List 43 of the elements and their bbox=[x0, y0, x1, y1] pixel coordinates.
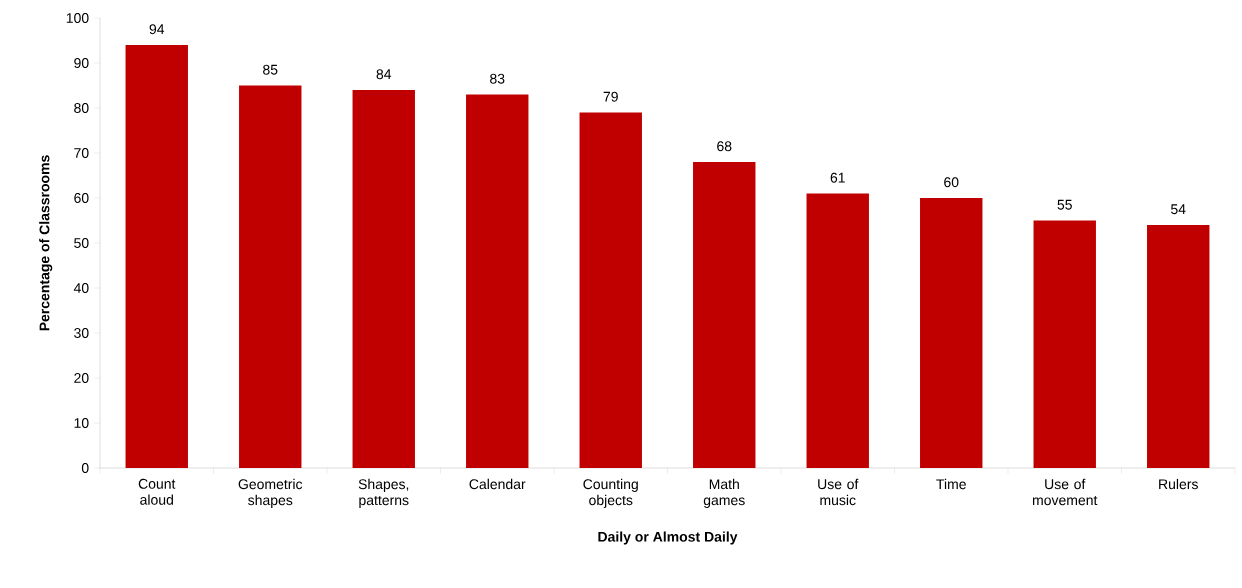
data-label: 54 bbox=[1171, 204, 1186, 215]
y-tick-label: 90 bbox=[74, 58, 89, 68]
data-label: 85 bbox=[263, 64, 278, 75]
y-tick-label: 40 bbox=[73, 283, 89, 293]
y-tick-label: 10 bbox=[74, 418, 89, 428]
data-label: 83 bbox=[490, 73, 505, 84]
bar bbox=[693, 162, 756, 468]
x-tick-label: Count aloud bbox=[138, 478, 176, 505]
x-tick-label: Calendar bbox=[469, 478, 526, 490]
x-axis-title: Daily or Almost Daily bbox=[598, 531, 738, 545]
y-tick-label: 50 bbox=[74, 238, 89, 248]
y-tick-label: 70 bbox=[74, 148, 89, 158]
x-tick-label: Geometric shapes bbox=[238, 478, 303, 508]
x-tick-label: Use of movement bbox=[1032, 478, 1098, 506]
y-tick-label: 60 bbox=[74, 193, 89, 203]
x-tick-label: Use of music bbox=[818, 478, 859, 506]
bar bbox=[239, 85, 302, 468]
bar bbox=[579, 112, 642, 468]
bar bbox=[920, 198, 983, 468]
x-tick-label: Rulers bbox=[1159, 478, 1198, 490]
x-tick-label: Time bbox=[936, 478, 966, 490]
bar bbox=[806, 193, 869, 468]
data-label: 94 bbox=[149, 24, 165, 35]
y-tick-label: 100 bbox=[66, 13, 89, 23]
bar bbox=[125, 45, 188, 468]
bar bbox=[1033, 220, 1096, 468]
data-label: 55 bbox=[1057, 199, 1072, 210]
x-tick-label: Counting objects bbox=[583, 478, 638, 508]
y-tick-label: 0 bbox=[81, 463, 89, 473]
data-label: 60 bbox=[944, 177, 959, 188]
x-tick-label: Math games bbox=[703, 478, 745, 508]
x-tick-label: Shapes, patterns bbox=[358, 478, 409, 508]
y-tick-label: 30 bbox=[74, 328, 89, 338]
data-label: 61 bbox=[830, 172, 845, 183]
bar bbox=[1147, 225, 1210, 468]
data-label: 79 bbox=[603, 91, 618, 102]
bar bbox=[466, 94, 529, 468]
y-tick-label: 20 bbox=[74, 373, 89, 383]
y-axis-title: Percentage of Classrooms bbox=[39, 155, 53, 331]
data-label: 68 bbox=[717, 141, 732, 152]
y-tick-label: 80 bbox=[74, 103, 89, 113]
bar bbox=[352, 90, 415, 468]
data-label: 84 bbox=[376, 69, 392, 80]
